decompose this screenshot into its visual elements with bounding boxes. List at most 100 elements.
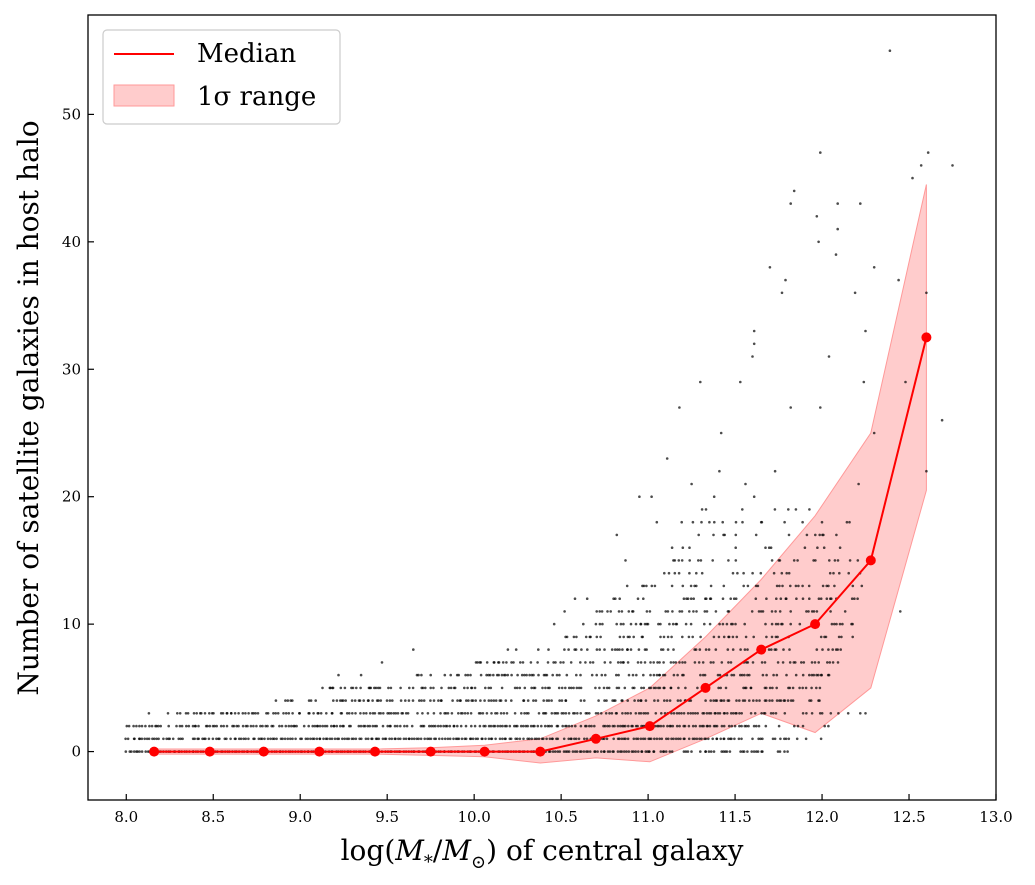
scatter-point [680,559,684,562]
scatter-point [703,622,706,626]
scatter-point [859,712,862,715]
scatter-point [487,737,491,741]
scatter-point [469,712,473,715]
scatter-point [464,724,468,728]
scatter-point [657,724,661,728]
scatter-point [707,712,711,715]
scatter-point [729,712,733,715]
scatter-point [800,661,803,664]
scatter-point [536,724,540,728]
scatter-point [672,737,675,741]
scatter-point [650,584,654,588]
scatter-point [771,737,775,741]
scatter-point [662,661,665,664]
scatter-point [743,699,747,702]
scatter-point [709,750,713,753]
scatter-point [562,737,566,741]
scatter-point [309,699,313,702]
scatter-point [843,610,847,613]
scatter-point [644,712,647,715]
scatter-point [132,724,135,728]
scatter-point [629,622,633,626]
scatter-point [708,520,711,524]
scatter-point [260,737,264,741]
scatter-point [620,610,624,613]
scatter-point [690,482,693,486]
scatter-point [322,737,325,741]
scatter-point [429,686,433,690]
scatter-point [666,635,670,639]
scatter-point [681,635,684,639]
scatter-point [624,712,627,715]
scatter-point [203,712,207,715]
scatter-point [603,648,606,651]
scatter-point [836,202,839,205]
scatter-point [683,737,686,741]
scatter-point [624,737,627,741]
scatter-point [686,597,690,600]
scatter-point [448,724,452,728]
scatter-point [778,584,781,588]
scatter-point [911,176,914,180]
scatter-point [777,724,781,728]
scatter-point [829,610,832,613]
scatter-point [524,724,528,728]
scatter-point [504,737,507,741]
scatter-point [362,699,366,702]
scatter-point [404,737,408,741]
scatter-point [838,622,842,626]
scatter-point [490,699,493,702]
scatter-point [281,737,284,741]
scatter-point [714,648,718,651]
scatter-point [642,584,646,588]
scatter-point [703,610,707,613]
scatter-point [645,648,648,651]
scatter-point [408,686,411,690]
scatter-point [278,724,281,728]
scatter-point [494,699,498,702]
scatter-point [294,737,297,741]
scatter-point [562,661,565,664]
scatter-point [778,750,782,753]
scatter-point [693,737,696,741]
scatter-point [249,724,253,728]
scatter-point [853,291,857,295]
scatter-point [785,597,788,600]
scatter-point [261,724,264,728]
scatter-point [689,597,693,600]
scatter-point [222,724,225,728]
scatter-point [746,750,749,753]
scatter-point [951,164,954,167]
scatter-point [699,673,702,677]
scatter-point [737,737,741,741]
scatter-point [628,635,631,639]
scatter-point [738,712,741,715]
scatter-point [694,712,697,715]
scatter-point [746,661,750,664]
scatter-point [527,712,530,715]
scatter-point [319,712,323,715]
x-tick-label: 9.5 [375,808,399,826]
scatter-point [313,724,317,728]
scatter-point [808,508,811,511]
scatter-point [426,712,430,715]
scatter-point [479,661,483,664]
scatter-point [663,699,666,702]
scatter-point [464,673,467,677]
scatter-point [608,750,612,753]
scatter-point [784,278,787,282]
scatter-point [607,686,611,690]
scatter-point [496,724,500,728]
scatter-point [127,724,131,728]
scatter-point [765,597,768,600]
scatter-point [640,750,644,753]
scatter-point [492,673,495,677]
scatter-point [834,253,838,256]
scatter-point [585,724,588,728]
scatter-point [641,635,644,639]
scatter-point [500,686,504,690]
scatter-point [836,559,840,562]
scatter-point [872,431,876,435]
scatter-point [758,699,761,702]
scatter-point [872,266,876,269]
